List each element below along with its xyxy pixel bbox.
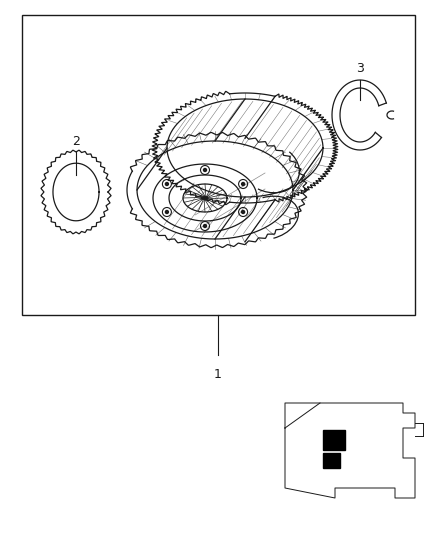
Circle shape: [204, 224, 206, 228]
Circle shape: [166, 211, 168, 214]
Text: 3: 3: [356, 62, 364, 75]
Circle shape: [204, 168, 206, 172]
Circle shape: [166, 182, 168, 185]
Polygon shape: [323, 453, 340, 468]
Polygon shape: [323, 430, 345, 450]
Text: 2: 2: [72, 135, 80, 148]
Circle shape: [242, 182, 244, 185]
Bar: [22, 15, 415, 315]
Circle shape: [242, 211, 244, 214]
Text: 1: 1: [214, 368, 222, 381]
